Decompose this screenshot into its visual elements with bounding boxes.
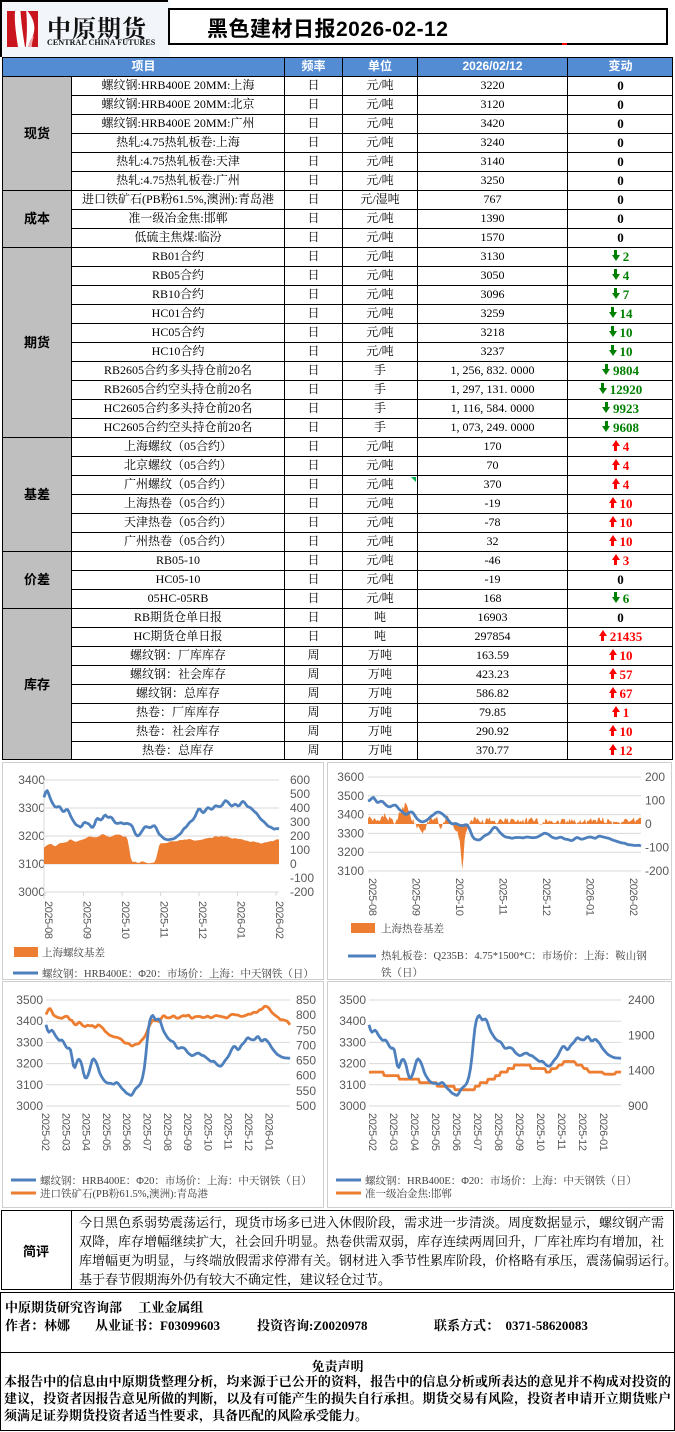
svg-text:2025-12: 2025-12 (196, 901, 208, 939)
svg-text:2025-07: 2025-07 (141, 1113, 153, 1151)
svg-text:热轧板卷：Q235B：4.75*1500*C：市场价：上海：: 热轧板卷：Q235B：4.75*1500*C：市场价：上海：鞍山钢 (381, 949, 647, 962)
svg-text:2025-09: 2025-09 (181, 1113, 193, 1151)
svg-text:2025-11: 2025-11 (158, 901, 170, 938)
svg-text:3000: 3000 (339, 1099, 366, 1113)
svg-text:200: 200 (290, 829, 310, 843)
svg-text:3600: 3600 (337, 770, 364, 784)
svg-text:3500: 3500 (337, 789, 364, 803)
svg-text:3100: 3100 (16, 1078, 43, 1092)
svg-text:2025-09: 2025-09 (410, 878, 422, 916)
svg-text:2025-10: 2025-10 (534, 1113, 546, 1151)
svg-text:3400: 3400 (339, 1014, 366, 1028)
svg-text:1900: 1900 (628, 1028, 655, 1042)
svg-text:3400: 3400 (16, 1014, 43, 1028)
svg-text:螺纹钢：HRB400E：Φ20：市场价：上海：中天钢铁（日）: 螺纹钢：HRB400E：Φ20：市场价：上海：中天钢铁（日） (40, 1174, 312, 1187)
svg-text:准一级冶金焦:邯郸: 准一级冶金焦:邯郸 (365, 1187, 452, 1200)
svg-text:进口铁矿石(PB粉61.5%,澳洲):青岛港: 进口铁矿石(PB粉61.5%,澳洲):青岛港 (40, 1187, 208, 1200)
svg-text:2400: 2400 (628, 993, 655, 1007)
svg-text:650: 650 (296, 1054, 316, 1068)
svg-text:3300: 3300 (337, 826, 364, 840)
svg-text:铁（日）: 铁（日） (381, 966, 423, 979)
svg-text:2025-02: 2025-02 (366, 1113, 378, 1151)
svg-text:螺纹钢：HRB400E：Φ20：市场价：上海：中天钢铁（日）: 螺纹钢：HRB400E：Φ20：市场价：上海：中天钢铁（日） (42, 967, 314, 980)
svg-text:2025-12: 2025-12 (242, 1113, 254, 1151)
svg-text:3300: 3300 (18, 801, 45, 815)
svg-text:3000: 3000 (18, 885, 45, 899)
svg-text:2025-04: 2025-04 (80, 1113, 92, 1151)
svg-text:3100: 3100 (339, 1078, 366, 1092)
svg-text:0: 0 (645, 817, 652, 831)
svg-text:2025-12: 2025-12 (540, 878, 552, 916)
svg-text:2025-08: 2025-08 (492, 1113, 504, 1151)
svg-text:0: 0 (290, 857, 297, 871)
svg-text:400: 400 (290, 801, 310, 815)
svg-text:700: 700 (296, 1038, 316, 1052)
svg-text:2026-02: 2026-02 (273, 901, 285, 939)
svg-text:3200: 3200 (16, 1057, 43, 1071)
svg-text:-100: -100 (290, 871, 314, 885)
svg-text:2025-11: 2025-11 (222, 1113, 234, 1150)
svg-text:500: 500 (296, 1099, 316, 1113)
svg-text:600: 600 (290, 773, 310, 787)
svg-text:3300: 3300 (16, 1035, 43, 1049)
svg-text:2025-09: 2025-09 (81, 901, 93, 939)
svg-text:3100: 3100 (337, 864, 364, 878)
svg-text:2026-01: 2026-01 (235, 901, 247, 939)
svg-text:3000: 3000 (16, 1099, 43, 1113)
svg-text:3300: 3300 (339, 1035, 366, 1049)
svg-text:3200: 3200 (339, 1057, 366, 1071)
svg-text:-200: -200 (645, 864, 669, 878)
svg-text:上海螺纹基差: 上海螺纹基差 (42, 946, 105, 959)
svg-text:750: 750 (296, 1023, 316, 1037)
svg-text:-200: -200 (290, 885, 314, 899)
svg-text:2025-10: 2025-10 (453, 878, 465, 916)
svg-text:2026-01: 2026-01 (262, 1113, 274, 1151)
svg-text:2025-06: 2025-06 (450, 1113, 462, 1151)
svg-text:2026-02: 2026-02 (627, 878, 639, 916)
svg-text:2025-03: 2025-03 (59, 1113, 71, 1151)
svg-text:3500: 3500 (16, 993, 43, 1007)
svg-text:3400: 3400 (337, 808, 364, 822)
svg-text:600: 600 (296, 1069, 316, 1083)
svg-text:2025-11: 2025-11 (497, 878, 509, 915)
svg-text:2026-01: 2026-01 (584, 878, 596, 916)
svg-text:2025-03: 2025-03 (387, 1113, 399, 1151)
svg-text:3200: 3200 (18, 829, 45, 843)
svg-text:300: 300 (290, 815, 310, 829)
svg-text:2025-02: 2025-02 (39, 1113, 51, 1151)
svg-text:100: 100 (645, 794, 665, 808)
svg-text:2025-05: 2025-05 (100, 1113, 112, 1151)
svg-text:2025-09: 2025-09 (513, 1113, 525, 1151)
svg-text:-100: -100 (645, 841, 669, 855)
svg-text:2025-11: 2025-11 (555, 1113, 567, 1150)
svg-text:2025-08: 2025-08 (42, 901, 54, 939)
svg-text:2025-10: 2025-10 (119, 901, 131, 939)
svg-text:3500: 3500 (339, 993, 366, 1007)
svg-text:3400: 3400 (18, 773, 45, 787)
svg-text:550: 550 (296, 1084, 316, 1098)
svg-text:2025-05: 2025-05 (429, 1113, 441, 1151)
svg-text:2025-04: 2025-04 (408, 1113, 420, 1151)
svg-text:200: 200 (645, 770, 665, 784)
svg-text:850: 850 (296, 993, 316, 1007)
svg-text:2025-12: 2025-12 (576, 1113, 588, 1151)
svg-text:1400: 1400 (628, 1064, 655, 1078)
svg-text:2026-01: 2026-01 (597, 1113, 609, 1151)
svg-text:900: 900 (628, 1099, 648, 1113)
svg-text:800: 800 (296, 1008, 316, 1022)
svg-text:3200: 3200 (337, 845, 364, 859)
svg-text:100: 100 (290, 843, 310, 857)
svg-text:500: 500 (290, 787, 310, 801)
svg-text:2025-06: 2025-06 (120, 1113, 132, 1151)
svg-text:2025-07: 2025-07 (471, 1113, 483, 1151)
svg-text:2025-08: 2025-08 (366, 878, 378, 916)
svg-text:螺纹钢：HRB400E：Φ20：市场价：上海：中天钢铁（日）: 螺纹钢：HRB400E：Φ20：市场价：上海：中天钢铁（日） (365, 1174, 637, 1187)
svg-text:上海热卷基差: 上海热卷基差 (381, 922, 444, 935)
svg-text:3100: 3100 (18, 857, 45, 871)
svg-text:2025-08: 2025-08 (161, 1113, 173, 1151)
svg-text:2025-10: 2025-10 (201, 1113, 213, 1151)
